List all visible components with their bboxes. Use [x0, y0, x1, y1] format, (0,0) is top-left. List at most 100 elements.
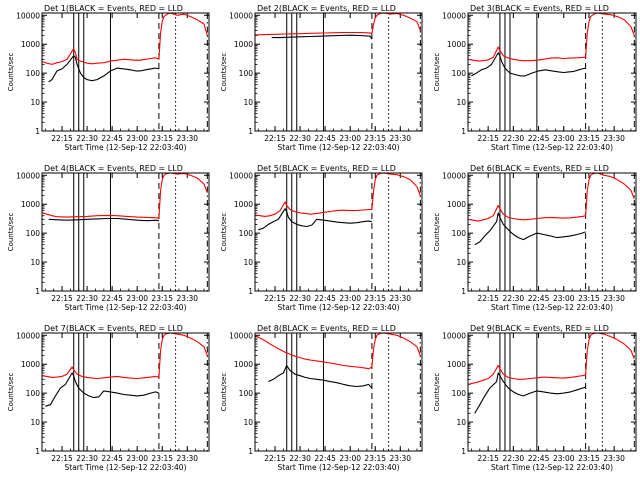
y-axis-label: Counts/sec — [220, 213, 228, 252]
plot-frame — [254, 332, 423, 452]
series-events-line — [45, 372, 160, 407]
y-tick-label: 1 — [248, 287, 253, 296]
x-tick-label: 22:45 — [528, 454, 550, 463]
series-events-line — [474, 212, 586, 246]
x-axis-label: Start Time (12-Sep-12 22:03:40) — [491, 143, 613, 152]
y-tick-label: 100 — [239, 229, 254, 238]
x-tick-label: 23:30 — [603, 454, 625, 463]
series-events-line — [48, 55, 160, 83]
x-tick-label: 23:30 — [603, 294, 625, 303]
y-axis-label: Counts/sec — [220, 373, 228, 412]
series-group — [255, 173, 421, 231]
series-lld-line — [468, 333, 635, 385]
plot-frame — [41, 332, 210, 452]
x-tick-label: 23:00 — [339, 294, 361, 303]
x-tick-label: 22:45 — [101, 134, 123, 143]
x-tick-label: 22:45 — [101, 294, 123, 303]
x-tick-label: 22:30 — [503, 294, 525, 303]
series-lld-line — [42, 173, 208, 219]
y-tick-label: 1 — [461, 287, 466, 296]
panel-det-5: Det 5(BLACK = Events, RED = LLD 1 10 100 100… — [220, 164, 423, 312]
series-group — [255, 13, 421, 40]
x-tick-label: 23:15 — [151, 454, 173, 463]
x-axis-label: Start Time (12-Sep-12 22:03:40) — [65, 463, 187, 472]
series-group — [255, 333, 421, 389]
x-tick-label: 22:30 — [289, 294, 311, 303]
x-tick-label: 23:30 — [603, 134, 625, 143]
y-axis-label: Counts/sec — [433, 373, 441, 412]
y-tick-label: 10000 — [16, 11, 40, 20]
y-tick-label: 1 — [461, 447, 466, 456]
y-tick-label: 100 — [26, 389, 41, 398]
x-axis-label: Start Time (12-Sep-12 22:03:40) — [65, 303, 187, 312]
series-lld-line — [42, 13, 208, 65]
y-tick-label: 1 — [35, 447, 40, 456]
series-group — [468, 13, 635, 77]
panel-title: Det 6(BLACK = Events, RED = LLD — [470, 164, 609, 173]
x-tick-label: 23:00 — [339, 454, 361, 463]
y-tick-label: 10000 — [442, 331, 466, 340]
y-tick-label: 100 — [26, 69, 41, 78]
x-tick-label: 22:30 — [503, 134, 525, 143]
series-events-line — [471, 52, 586, 77]
x-tick-label: 22:30 — [503, 454, 525, 463]
x-tick-label: 22:30 — [76, 294, 98, 303]
y-tick-label: 10 — [456, 98, 466, 107]
plot-frame — [467, 332, 637, 452]
x-axis-label: Start Time (12-Sep-12 22:03:40) — [278, 303, 400, 312]
y-tick-label: 10000 — [442, 11, 466, 20]
series-lld-line — [255, 333, 421, 370]
panel-det-9: Det 9(BLACK = Events, RED = LLD 1 10 100 100… — [433, 324, 637, 472]
panel-det-6: Det 6(BLACK = Events, RED = LLD 1 10 100 100… — [433, 164, 637, 312]
x-tick-label: 22:45 — [314, 134, 336, 143]
panel-title: Det 5(BLACK = Events, RED = LLD — [257, 164, 396, 173]
y-tick-label: 10 — [456, 258, 466, 267]
x-tick-label: 23:30 — [389, 454, 411, 463]
x-tick-label: 22:15 — [51, 134, 73, 143]
y-tick-label: 1 — [248, 127, 253, 136]
x-axis-label: Start Time (12-Sep-12 22:03:40) — [65, 143, 187, 152]
y-tick-label: 100 — [452, 389, 467, 398]
x-tick-label: 23:30 — [176, 454, 198, 463]
x-tick-label: 22:30 — [289, 134, 311, 143]
y-tick-label: 1000 — [234, 360, 253, 369]
y-tick-label: 10000 — [16, 171, 40, 180]
series-events-line — [474, 372, 586, 414]
series-events-line — [271, 34, 373, 40]
y-tick-label: 1 — [35, 287, 40, 296]
series-lld-line — [42, 333, 208, 380]
y-tick-label: 100 — [452, 69, 467, 78]
x-tick-label: 22:30 — [289, 454, 311, 463]
y-tick-label: 10000 — [16, 331, 40, 340]
x-tick-label: 23:15 — [364, 294, 386, 303]
x-tick-label: 23:00 — [126, 294, 148, 303]
y-tick-label: 1000 — [447, 40, 466, 49]
y-tick-label: 10 — [243, 258, 253, 267]
y-tick-label: 100 — [452, 229, 467, 238]
y-tick-label: 100 — [239, 389, 254, 398]
series-events-line — [268, 364, 373, 389]
panel-det-1: Det 1(BLACK = Events, RED = LLD 1 10 100 100… — [7, 4, 210, 152]
x-tick-label: 22:45 — [101, 454, 123, 463]
plot-frame — [41, 172, 210, 292]
series-lld-line — [255, 13, 421, 36]
y-axis-label: Counts/sec — [7, 373, 15, 412]
y-axis-label: Counts/sec — [7, 53, 15, 92]
series-group — [468, 173, 635, 246]
x-tick-label: 22:15 — [264, 454, 286, 463]
plot-frame — [467, 12, 637, 132]
panel-title: Det 2(BLACK = Events, RED = LLD — [257, 4, 396, 13]
y-tick-label: 1000 — [21, 360, 40, 369]
series-group — [468, 333, 635, 414]
x-tick-label: 23:15 — [364, 134, 386, 143]
x-tick-label: 22:30 — [76, 454, 98, 463]
series-group — [42, 333, 208, 407]
y-tick-label: 1000 — [21, 200, 40, 209]
x-tick-label: 23:15 — [364, 454, 386, 463]
x-tick-label: 23:15 — [151, 294, 173, 303]
panel-det-4: Det 4(BLACK = Events, RED = LLD 1 10 100 100… — [7, 164, 210, 312]
plot-frame — [41, 12, 210, 132]
series-events-line — [258, 208, 372, 231]
